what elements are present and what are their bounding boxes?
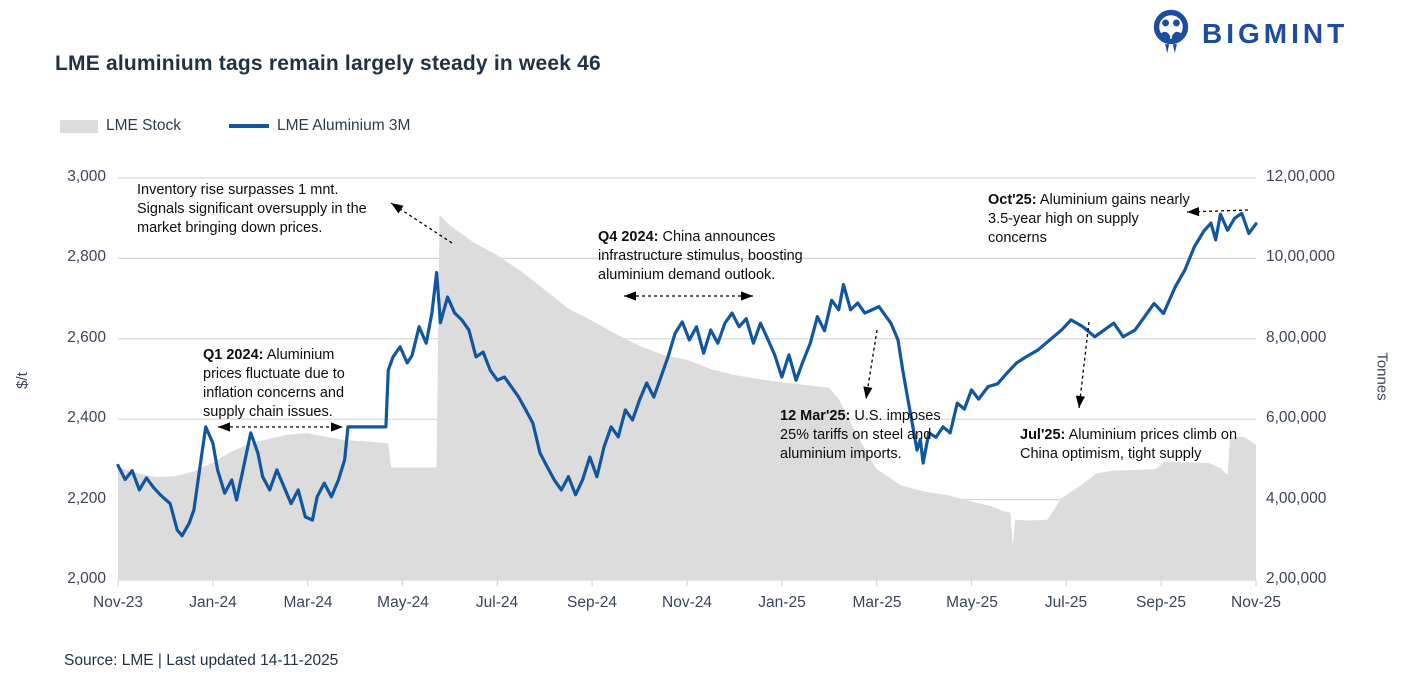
x-tick: Mar-25 — [852, 594, 902, 611]
y-right-tick: 10,00,000 — [1266, 248, 1335, 265]
legend-item-lme-stock: LME Stock — [60, 117, 181, 135]
y-right-axis-title: Tonnes — [1373, 352, 1391, 401]
bigmint-logo-icon — [1148, 8, 1194, 60]
bigmint-logo: BIGMINT — [1148, 8, 1348, 60]
y-right-tick: 4,00,000 — [1266, 490, 1327, 507]
y-left-tick: 2,800 — [67, 248, 106, 265]
annotation-12-mar-25: 12 Mar'25: U.S. imposes 25% tariffs on s… — [780, 407, 942, 464]
y-right-tick: 2,00,000 — [1266, 570, 1327, 587]
x-tick: Nov-24 — [662, 594, 712, 611]
annotation-inventory: Inventory rise surpasses 1 mnt. Signals … — [137, 181, 387, 238]
x-tick: Nov-23 — [93, 594, 143, 611]
x-tick: Jan-25 — [758, 594, 806, 611]
annotation-prefix: Q4 2024: — [598, 229, 659, 245]
annotation-text: U.S. imposes 25% tariffs on steel and al… — [780, 408, 941, 462]
y-left-tick: 2,200 — [67, 490, 106, 507]
annotation-text: Aluminium prices climb on China optimism… — [1020, 427, 1238, 462]
annotation-jul-25: Jul'25: Aluminium prices climb on China … — [1020, 426, 1238, 464]
annotation-q4-2024: Q4 2024: China announces infrastructure … — [598, 228, 858, 285]
y-right-tick: 8,00,000 — [1266, 329, 1327, 346]
annotation-text: Aluminium gains nearly 3.5-year high on … — [988, 192, 1190, 246]
legend-label-stock: LME Stock — [106, 117, 181, 134]
annotation-prefix: 12 Mar'25: — [780, 408, 851, 424]
x-tick: Sep-25 — [1136, 594, 1186, 611]
y-left-axis-title: $/t — [13, 372, 31, 389]
annotation-prefix: Q1 2024: — [203, 347, 264, 363]
page-title: LME aluminium tags remain largely steady… — [55, 52, 601, 75]
y-left-tick: 2,600 — [67, 329, 106, 346]
x-tick: Jan-24 — [189, 594, 237, 611]
x-tick: Jul-24 — [475, 594, 519, 611]
y-right-tick: 6,00,000 — [1266, 409, 1327, 426]
y-right-tick: 12,00,000 — [1266, 168, 1335, 185]
y-left-tick: 2,400 — [67, 409, 106, 426]
area-swatch-icon — [60, 119, 98, 133]
bigmint-logo-text: BIGMINT — [1202, 18, 1349, 49]
annotation-text: Inventory rise surpasses 1 mnt. Signals … — [137, 182, 367, 236]
y-left-tick: 3,000 — [67, 168, 106, 185]
annotation-text: China announces infrastructure stimulus,… — [598, 229, 803, 283]
legend-item-lme-aluminium-3m: LME Aluminium 3M — [228, 117, 411, 135]
annotation-oct-25: Oct'25: Aluminium gains nearly 3.5-year … — [988, 191, 1193, 248]
x-tick: Mar-24 — [283, 594, 333, 611]
x-tick: May-24 — [377, 594, 429, 611]
y-left-tick: 2,000 — [67, 570, 106, 587]
annotation-text: Aluminium prices fluctuate due to inflat… — [203, 347, 345, 420]
x-tick: Nov-25 — [1231, 594, 1281, 611]
legend-label-price: LME Aluminium 3M — [276, 117, 411, 134]
chart-legend: LME Stock LME Aluminium 3M — [60, 117, 410, 135]
line-swatch-icon — [228, 124, 269, 128]
x-tick: Sep-24 — [567, 594, 617, 611]
source-note: Source: LME | Last updated 14-11-2025 — [64, 652, 339, 669]
x-tick: May-25 — [946, 594, 998, 611]
annotation-prefix: Oct'25: — [988, 192, 1037, 208]
x-tick: Jul-25 — [1044, 594, 1088, 611]
annotation-prefix: Jul'25: — [1020, 427, 1066, 443]
annotation-q1-2024: Q1 2024: Aluminium prices fluctuate due … — [203, 346, 377, 422]
